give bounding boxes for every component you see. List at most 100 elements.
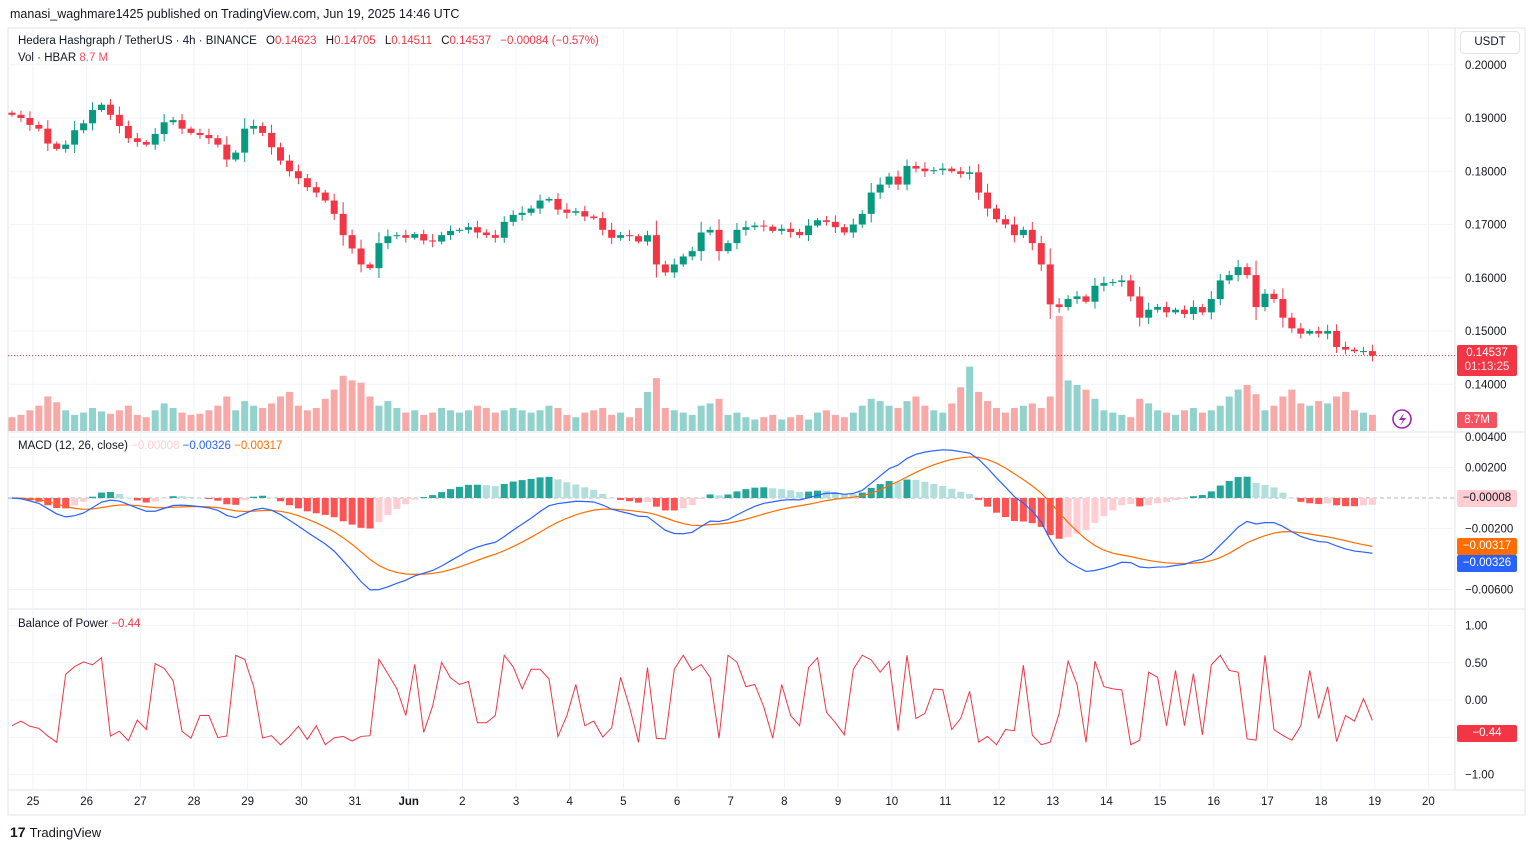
macd-histogram-bar — [330, 498, 338, 518]
volume-bar — [554, 408, 562, 431]
macd-histogram-bar — [142, 498, 150, 503]
candles — [8, 99, 1455, 429]
candle-body — [357, 248, 365, 265]
macd-histogram-bar — [1145, 498, 1153, 506]
volume-bar — [464, 410, 472, 431]
candle-body — [232, 152, 240, 160]
candle-body — [1306, 331, 1314, 334]
candle-body — [787, 228, 795, 232]
candle-body — [1288, 317, 1296, 329]
volume-bar — [679, 412, 687, 431]
macd-histogram-bar — [769, 488, 777, 498]
symbol-title: Hedera Hashgraph / TetherUS · 4h · BINAN… — [18, 35, 257, 47]
macd-histogram-bar — [321, 498, 329, 515]
volume-bar — [1270, 405, 1278, 431]
candle-body — [62, 144, 70, 149]
volume-bar — [805, 419, 813, 431]
macd-histogram-bar — [1270, 487, 1278, 498]
volume-bar — [62, 410, 70, 431]
x-tick-label: 10 — [885, 796, 898, 808]
macd-histogram-bar — [1198, 495, 1206, 498]
volume-bar — [1324, 403, 1332, 431]
volume-bar — [133, 414, 141, 431]
volume-bar — [44, 396, 52, 431]
macd-histogram-bar — [903, 479, 911, 498]
candle-body — [948, 168, 956, 172]
macd-histogram-bar — [635, 498, 642, 503]
volume-bar — [303, 410, 311, 431]
candle-body — [456, 229, 463, 231]
macd-histogram-bar — [509, 481, 517, 498]
macd-histogram-bar — [294, 498, 302, 509]
candle-body — [1324, 331, 1332, 334]
tradingview-logo-icon: 17 — [10, 824, 26, 840]
volume-bar — [527, 412, 535, 431]
macd-histogram-bar — [1055, 498, 1063, 539]
candle-body — [133, 138, 141, 142]
candle-body — [661, 264, 669, 273]
macd-histogram-bar — [482, 485, 490, 498]
macd-histogram-bar — [975, 498, 983, 500]
tradingview-logo[interactable]: 17 TradingView — [10, 824, 102, 840]
volume-legend: Vol · HBAR 8.7 M — [18, 52, 109, 64]
macd-histogram-bar — [464, 484, 472, 498]
volume-bar — [608, 414, 616, 431]
volume-bar — [1288, 389, 1296, 431]
candle-body — [742, 227, 750, 230]
volume-bar — [35, 405, 43, 431]
macd-histogram-bar — [98, 492, 105, 498]
candle-body — [626, 235, 634, 237]
volume-bars — [8, 316, 1376, 431]
volume-bar — [160, 403, 168, 431]
candle-body — [160, 122, 168, 134]
candle-body — [1342, 346, 1350, 350]
volume-bar — [733, 412, 741, 431]
macd-histogram-bar — [626, 498, 634, 502]
macd-histogram-bar — [106, 492, 114, 498]
volume-bar — [1261, 410, 1269, 431]
x-tick-label: 25 — [27, 796, 40, 808]
macd-histogram-bar — [491, 486, 499, 498]
candle-body — [643, 235, 651, 242]
volume-bar — [241, 401, 249, 431]
currency-button[interactable]: USDT — [1460, 31, 1520, 54]
macd-histogram-bar — [984, 498, 992, 507]
volume-bar — [1368, 414, 1376, 431]
macd-histogram-bar — [1297, 498, 1305, 502]
volume-bar — [697, 405, 705, 431]
candle-body — [250, 125, 258, 129]
candle-body — [268, 132, 276, 148]
candle-body — [912, 165, 920, 169]
macd-histogram-bar — [518, 480, 526, 498]
candle-body — [1180, 309, 1188, 314]
macd-histogram-bar — [1010, 498, 1018, 521]
candle-body — [778, 228, 786, 231]
x-tick-label: 12 — [993, 796, 1006, 808]
macd-tick-label: −0.00200 — [1465, 524, 1513, 536]
macd-histogram-bar — [1207, 491, 1215, 498]
candle-body — [885, 176, 893, 185]
chart-frame — [7, 27, 1526, 816]
open-value: 0.14623 — [275, 35, 317, 47]
bop-tick-label: 0.50 — [1465, 658, 1487, 670]
volume-bar — [124, 405, 132, 431]
candle-body — [1100, 283, 1108, 286]
candle-body — [849, 224, 857, 233]
macd-histogram-bar — [232, 498, 240, 505]
volume-bar — [411, 410, 419, 431]
volume-bar — [294, 405, 302, 431]
macd-tick-label: 0.00400 — [1465, 432, 1507, 444]
macd-histogram-bar — [384, 498, 392, 516]
candle-body — [223, 144, 231, 160]
macd-histogram-bar — [715, 495, 723, 498]
volume-bar — [1216, 405, 1224, 431]
macd-histogram-bar — [563, 482, 571, 498]
volume-bar — [8, 417, 16, 431]
macd-histogram-bar — [348, 498, 356, 525]
macd-histogram-bar — [1306, 498, 1314, 504]
volume-bar — [366, 396, 374, 431]
macd-histogram-bar — [429, 495, 437, 498]
macd-histogram-bar — [169, 496, 177, 498]
macd-histogram-bar — [1243, 476, 1251, 498]
